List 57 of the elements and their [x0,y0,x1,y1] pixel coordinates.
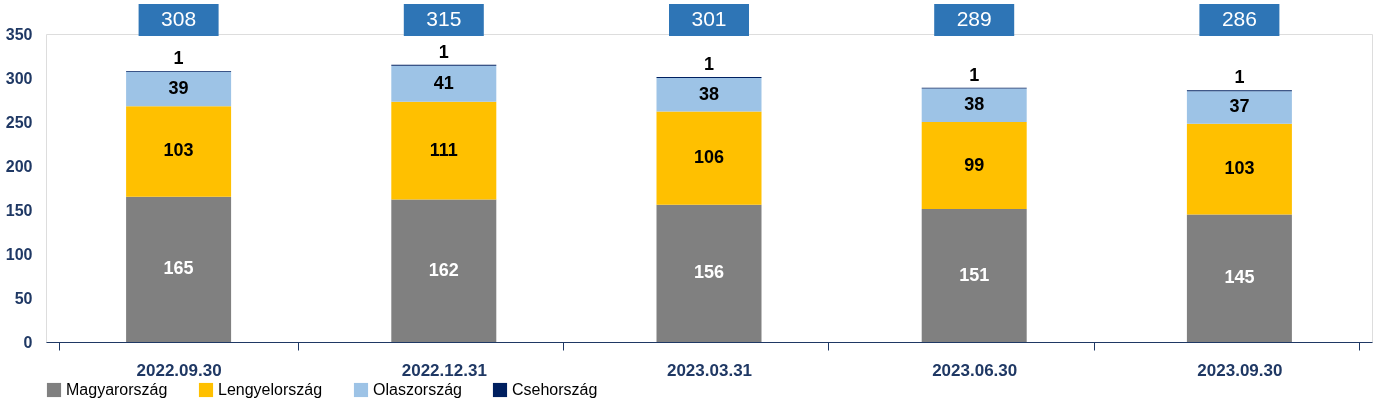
y-tick-label: 200 [5,157,33,175]
x-tick-label: 2022.09.30 [136,360,222,380]
data-label: 1 [438,41,449,62]
x-tick-label: 2022.12.31 [401,360,487,380]
x-tick-label: 2023.06.30 [932,360,1018,380]
total-label: 301 [691,7,727,30]
data-label: 165 [163,258,194,279]
bar [391,101,497,200]
total-label: 308 [161,7,197,30]
data-label: 38 [698,83,720,104]
total-label: 289 [956,7,992,30]
bar [1186,214,1292,342]
data-label: 39 [168,78,189,98]
bar [126,196,232,342]
data-label: 1 [1234,67,1245,88]
data-label: 41 [433,72,454,93]
bar [126,106,232,197]
legend-label: Olaszország [373,381,462,398]
data-label: 99 [964,154,985,175]
data-label: 38 [964,94,985,115]
y-tick-label: 250 [5,113,33,131]
data-label: 106 [693,147,725,168]
data-label: 1 [173,47,184,68]
bar [126,71,232,107]
bar [391,199,497,342]
data-label: 1 [703,54,715,75]
y-tick-label: 50 [14,289,33,307]
bar [921,122,1027,210]
x-tick-label: 2023.03.31 [666,360,753,380]
bar [921,88,1027,122]
legend-label: Csehország [512,381,598,398]
y-tick-label: 0 [23,333,33,351]
bar [656,78,762,112]
bar [656,111,762,205]
data-label: 111 [429,139,458,160]
bar [921,209,1027,342]
data-label: 145 [1224,267,1255,288]
data-label: 37 [1229,96,1250,117]
data-label: 1 [969,64,980,85]
total-label: 286 [1221,7,1257,30]
bar [1186,123,1292,215]
data-label: 103 [163,140,194,161]
legend-label: Lengyelország [218,381,323,398]
bar [391,65,497,102]
bar [1186,91,1292,124]
legend-label: Magyarország [66,381,168,398]
total-label: 315 [426,7,462,30]
y-tick-label: 300 [5,69,33,87]
y-tick-label: 100 [5,245,33,263]
data-label: 103 [1224,158,1255,179]
data-label: 151 [959,264,990,285]
y-tick-label: 350 [5,25,33,43]
data-label: 162 [428,259,459,280]
y-tick-label: 150 [5,201,33,219]
x-tick-label: 2023.09.30 [1197,360,1283,380]
data-label: 156 [693,262,725,283]
bar [656,204,762,342]
